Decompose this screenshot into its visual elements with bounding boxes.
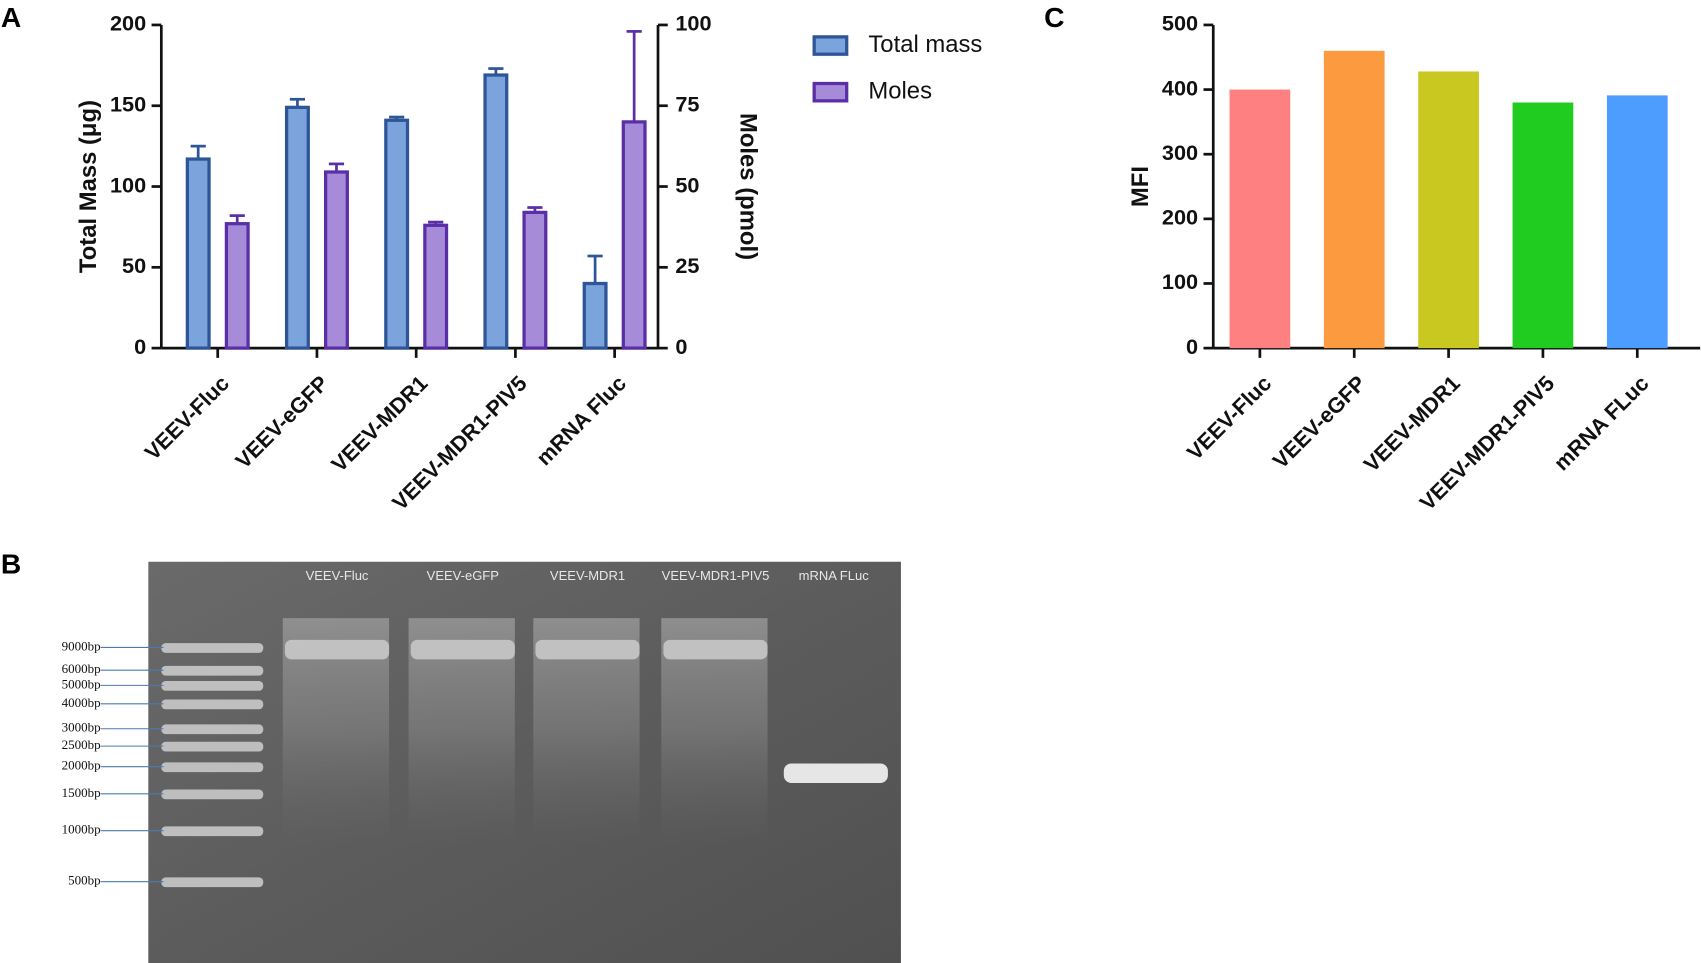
ladder-band (161, 789, 264, 800)
bar (621, 120, 647, 350)
bar (323, 170, 349, 350)
ladder-label: 4000bp (62, 695, 101, 710)
y-tick-label: 150 (110, 91, 146, 116)
panel-label: C (1044, 1, 1064, 33)
y-axis-title: MFI (1127, 166, 1154, 207)
y-tick-label: 200 (110, 11, 146, 36)
x-tick-label: VEEV-Fluc (140, 371, 234, 465)
bar (483, 73, 509, 350)
y-tick-label: 300 (1162, 140, 1198, 165)
y-tick-label: 0 (134, 334, 146, 359)
legend-swatch (812, 81, 849, 103)
panel-label: B (1, 548, 21, 580)
ladder-band (161, 826, 264, 837)
error-bar (587, 254, 603, 284)
error-bar (190, 144, 206, 160)
error-bar (428, 220, 444, 226)
panel-label: A (1, 1, 21, 33)
lane-label: VEEV-MDR1 (550, 568, 625, 583)
ladder-label: 9000bp (62, 638, 101, 653)
bar (284, 105, 310, 350)
legend-label: Moles (868, 77, 932, 104)
error-bar (626, 30, 642, 122)
ladder-label: 1000bp (62, 822, 101, 837)
lane-label: VEEV-Fluc (306, 568, 369, 583)
error-bar (289, 97, 306, 108)
x-tick-label: mRNA FLuc (1549, 371, 1654, 476)
bar (384, 118, 410, 350)
ladder-band (161, 741, 264, 752)
legend-swatch (812, 35, 849, 56)
y2-tick-label: 25 (675, 253, 699, 278)
ladder-label: 2500bp (62, 737, 101, 752)
x-tick-label: VEEV-Fluc (1182, 371, 1276, 465)
bar (1512, 102, 1574, 349)
ladder-label: 6000bp (62, 661, 101, 676)
ladder-band (161, 665, 264, 676)
y-tick-label: 500 (1162, 11, 1198, 36)
ladder-label: 1500bp (62, 785, 101, 800)
x-tick-label: VEEV-eGFP (1268, 371, 1371, 474)
bar (1418, 71, 1479, 349)
x-tick-label: VEEV-MDR1 (1359, 371, 1465, 477)
ladder-label: 5000bp (62, 676, 101, 691)
y2-axis-title: Moles (pmol) (735, 113, 762, 260)
bar (1606, 95, 1668, 349)
x-tick-label: mRNA Fluc (531, 371, 631, 471)
bar (185, 157, 211, 350)
ladder-label: 3000bp (62, 720, 101, 735)
lane-band (783, 763, 888, 783)
bar (522, 210, 548, 350)
y2-tick-label: 100 (675, 11, 711, 36)
ladder-band (161, 643, 264, 653)
bar (423, 223, 449, 350)
y-tick-label: 0 (1186, 334, 1198, 359)
bar (1323, 50, 1385, 349)
bar (224, 222, 250, 350)
bar (1229, 89, 1291, 349)
error-bar (389, 115, 405, 121)
y-axis-title: Total Mass (μg) (75, 100, 102, 273)
x-tick-label: VEEV-eGFP (230, 371, 333, 474)
lane-band (663, 639, 768, 660)
error-bar (229, 214, 245, 224)
ladder-band (161, 699, 264, 710)
lane-band (410, 639, 515, 660)
y2-tick-label: 75 (675, 91, 699, 116)
ladder-band (161, 681, 264, 691)
ladder-label: 2000bp (62, 758, 101, 773)
lane-label: VEEV-MDR1-PIV5 (662, 568, 770, 583)
error-bar (328, 162, 345, 172)
lane-label: VEEV-eGFP (427, 568, 499, 583)
y-tick-label: 400 (1162, 75, 1198, 100)
ladder-band (161, 724, 264, 735)
lane-label: mRNA FLuc (799, 568, 870, 583)
y2-tick-label: 0 (675, 334, 687, 359)
ladder-band (161, 762, 264, 773)
ladder-band (161, 877, 264, 888)
x-tick-label: VEEV-MDR1 (326, 371, 432, 477)
y-tick-label: 50 (122, 253, 146, 278)
y2-tick-label: 50 (675, 172, 699, 197)
error-bar (488, 67, 504, 76)
bar (582, 281, 608, 350)
y-tick-label: 100 (1162, 269, 1198, 294)
y-tick-label: 100 (110, 172, 146, 197)
legend-label: Total mass (868, 31, 982, 58)
error-bar (527, 206, 543, 213)
lane-band (535, 639, 640, 660)
y-tick-label: 200 (1162, 205, 1198, 230)
ladder-label: 500bp (68, 873, 101, 888)
gel-image (148, 561, 901, 963)
lane-band (284, 639, 390, 660)
